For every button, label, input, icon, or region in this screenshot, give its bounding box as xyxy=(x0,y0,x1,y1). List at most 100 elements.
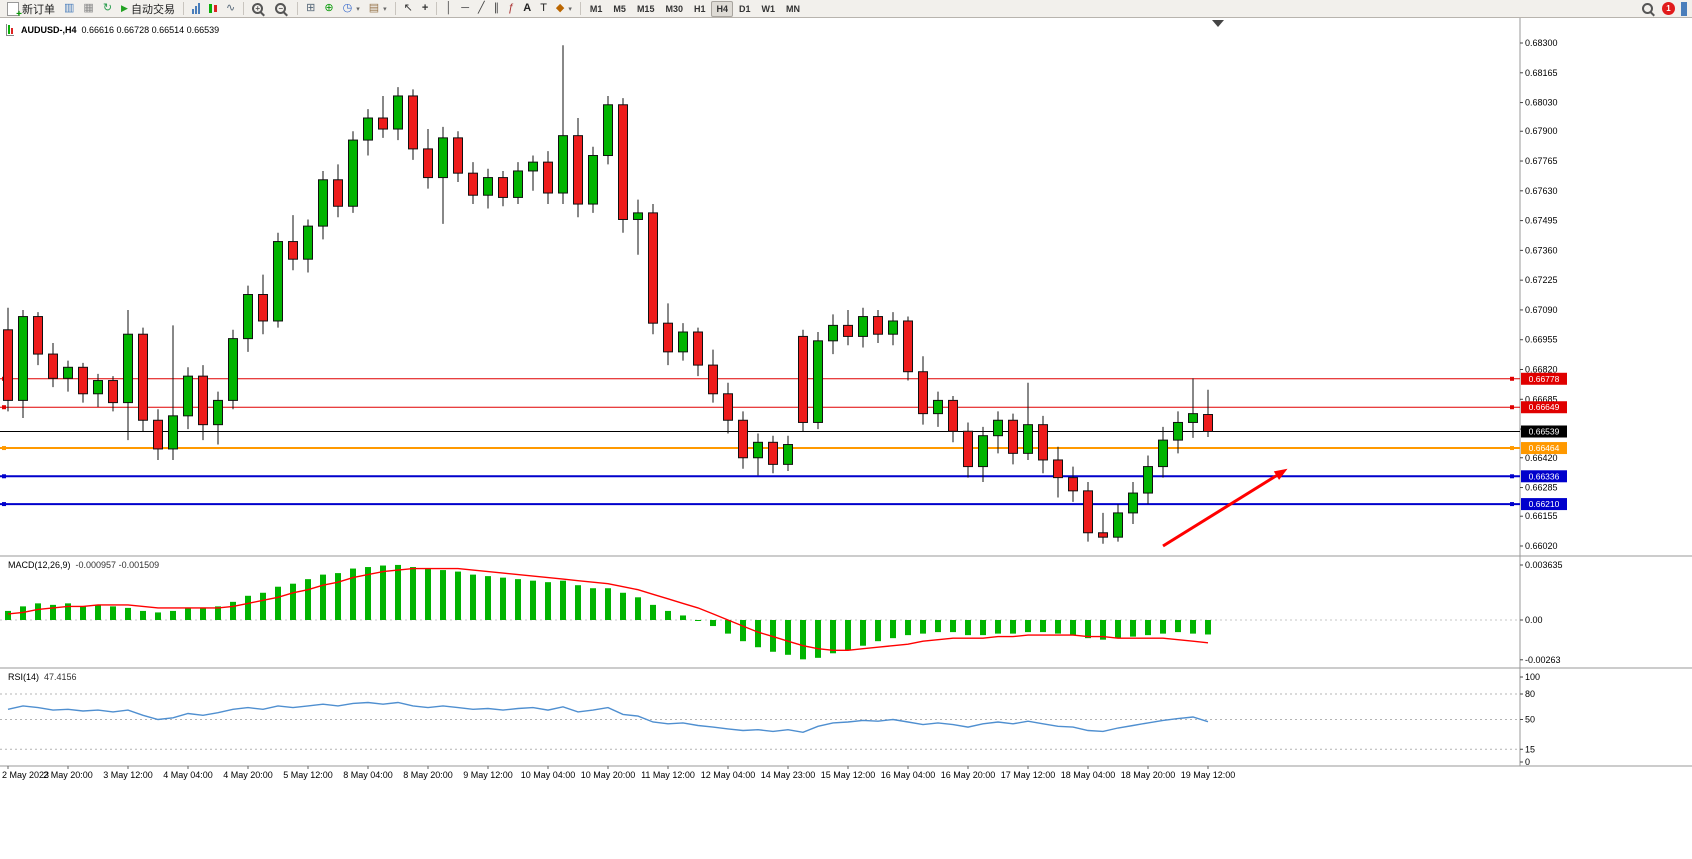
timeframe-mn[interactable]: MN xyxy=(786,3,801,14)
svg-text:0.66955: 0.66955 xyxy=(1525,335,1558,345)
candlestick-icon xyxy=(208,3,217,15)
toolbar-separator xyxy=(297,2,299,15)
trendline-icon: ╱ xyxy=(477,2,485,14)
zoom-out-icon: − xyxy=(275,3,287,14)
trendline-button[interactable]: ╱ xyxy=(474,0,489,18)
cursor-icon: ↖ xyxy=(403,2,413,14)
zoom-in-button[interactable]: + xyxy=(248,0,270,18)
svg-text:0.66420: 0.66420 xyxy=(1525,453,1558,463)
svg-text:0.66649: 0.66649 xyxy=(1529,402,1560,412)
timeframe-m15[interactable]: M15 xyxy=(636,3,655,14)
svg-text:0.67495: 0.67495 xyxy=(1525,216,1558,226)
svg-text:15 May 12:00: 15 May 12:00 xyxy=(821,770,876,780)
text-label-button[interactable]: T xyxy=(536,0,551,18)
periods-button[interactable]: ◷ ▾ xyxy=(339,0,364,18)
timeframe-d1[interactable]: D1 xyxy=(739,3,751,14)
text-button[interactable]: A xyxy=(519,0,535,18)
zoom-in-icon: + xyxy=(252,3,264,14)
channel-button[interactable]: ∥ xyxy=(490,0,504,18)
auto-trading-button[interactable]: ▶ 自动交易 xyxy=(117,0,179,18)
svg-text:12 May 04:00: 12 May 04:00 xyxy=(701,770,756,780)
svg-text:0.66210: 0.66210 xyxy=(1529,499,1560,509)
svg-text:9 May 12:00: 9 May 12:00 xyxy=(463,770,513,780)
svg-text:0.67900: 0.67900 xyxy=(1525,126,1558,136)
svg-text:0.00: 0.00 xyxy=(1525,615,1543,625)
timeframe-m5[interactable]: M5 xyxy=(613,3,626,14)
svg-text:15: 15 xyxy=(1525,744,1535,754)
bar-chart-button[interactable] xyxy=(188,0,204,18)
template-icon: ▤ xyxy=(368,2,380,14)
timeframe-h4[interactable]: H4 xyxy=(711,0,733,17)
svg-text:0.67225: 0.67225 xyxy=(1525,275,1558,285)
svg-text:0.66464: 0.66464 xyxy=(1529,443,1560,453)
svg-text:4 May 04:00: 4 May 04:00 xyxy=(163,770,213,780)
svg-text:0.66155: 0.66155 xyxy=(1525,511,1558,521)
refresh-button[interactable]: ↻ xyxy=(99,0,116,18)
line-chart-button[interactable]: ∿ xyxy=(222,0,239,18)
main-toolbar: 新订单 ▥ ▦ ↻ ▶ 自动交易 ∿ + − ⊞ ⊕ ◷▾ ▤▾ ↖ + │ ─… xyxy=(0,0,1692,20)
svg-text:10 May 20:00: 10 May 20:00 xyxy=(581,770,636,780)
indicators-icon: ⊕ xyxy=(324,2,334,14)
indicators-button[interactable]: ⊕ xyxy=(320,0,337,18)
chart-canvas[interactable]: 0.68300 0.68165 0.68030 0.67900 0.67765 0.676… xyxy=(0,18,1692,854)
refresh-icon: ↻ xyxy=(102,2,113,14)
templates-button[interactable]: ▤ ▾ xyxy=(365,0,391,18)
auto-trading-label: 自动交易 xyxy=(130,3,175,16)
timeframe-h1[interactable]: H1 xyxy=(693,3,706,14)
svg-text:0.68030: 0.68030 xyxy=(1525,98,1558,108)
svg-text:0.67765: 0.67765 xyxy=(1525,156,1558,166)
fibonacci-icon: ƒ xyxy=(508,2,515,14)
svg-text:0.67090: 0.67090 xyxy=(1525,305,1558,315)
svg-text:100: 100 xyxy=(1525,672,1540,682)
new-order-button[interactable]: 新订单 xyxy=(3,0,59,20)
toolbar-separator xyxy=(436,2,438,15)
arrows-button[interactable]: ◆ ▾ xyxy=(552,0,576,18)
profiles-button[interactable]: ▦ xyxy=(79,0,97,18)
horizontal-line-button[interactable]: ─ xyxy=(457,0,473,18)
svg-text:19 May 12:00: 19 May 12:00 xyxy=(1181,770,1236,780)
svg-text:16 May 20:00: 16 May 20:00 xyxy=(941,770,996,780)
svg-text:8 May 04:00: 8 May 04:00 xyxy=(343,770,393,780)
svg-text:4 May 20:00: 4 May 20:00 xyxy=(223,770,273,780)
candlestick-chart-button[interactable] xyxy=(205,0,221,18)
fibonacci-button[interactable]: ƒ xyxy=(504,0,518,18)
svg-text:16 May 04:00: 16 May 04:00 xyxy=(881,770,936,780)
search-icon[interactable] xyxy=(1642,3,1653,14)
shapes-icon: ◆ xyxy=(555,2,565,14)
svg-text:0.67360: 0.67360 xyxy=(1525,245,1558,255)
svg-text:0.67630: 0.67630 xyxy=(1525,186,1558,196)
svg-text:2 May 20:00: 2 May 20:00 xyxy=(43,770,93,780)
zoom-out-button[interactable]: − xyxy=(271,0,293,18)
cursor-button[interactable]: ↖ xyxy=(400,0,417,18)
notifications-badge[interactable]: 1 xyxy=(1662,2,1675,15)
svg-text:11 May 12:00: 11 May 12:00 xyxy=(641,770,695,780)
chevron-down-icon: ▾ xyxy=(356,5,360,13)
svg-text:8 May 20:00: 8 May 20:00 xyxy=(403,770,453,780)
timeframe-m30[interactable]: M30 xyxy=(665,3,683,14)
svg-text:0.66020: 0.66020 xyxy=(1525,541,1558,551)
horizontal-line-icon: ─ xyxy=(461,2,469,14)
svg-text:0.68300: 0.68300 xyxy=(1525,38,1558,48)
price-axis[interactable]: 0.68300 0.68165 0.68030 0.67900 0.67765 0.676… xyxy=(1520,38,1563,767)
svg-text:5 May 12:00: 5 May 12:00 xyxy=(283,770,333,780)
clock-icon: ◷ xyxy=(342,2,353,14)
horizontal-levels xyxy=(0,376,1520,507)
svg-text:14 May 23:00: 14 May 23:00 xyxy=(761,770,816,780)
svg-text:0.66336: 0.66336 xyxy=(1529,471,1560,481)
vertical-line-button[interactable]: │ xyxy=(441,0,456,18)
rsi-levels xyxy=(0,693,1520,750)
tile-windows-button[interactable]: ⊞ xyxy=(302,0,319,18)
svg-text:10 May 04:00: 10 May 04:00 xyxy=(521,770,576,780)
charts-button[interactable]: ▥ xyxy=(60,0,78,18)
svg-text:0.66820: 0.66820 xyxy=(1525,365,1558,375)
svg-text:-0.00263: -0.00263 xyxy=(1525,655,1561,665)
toolbar-separator xyxy=(243,2,245,15)
edge-panel-icon[interactable] xyxy=(1681,1,1687,16)
price-badges: 0.66778 0.66649 0.66539 0.66464 0.66336 0.662… xyxy=(1521,372,1567,511)
crosshair-button[interactable]: + xyxy=(418,0,432,18)
timeframe-w1[interactable]: W1 xyxy=(761,3,776,14)
new-order-label: 新订单 xyxy=(22,3,55,16)
timeframe-m1[interactable]: M1 xyxy=(589,3,603,14)
profiles-icon: ▦ xyxy=(83,2,94,14)
